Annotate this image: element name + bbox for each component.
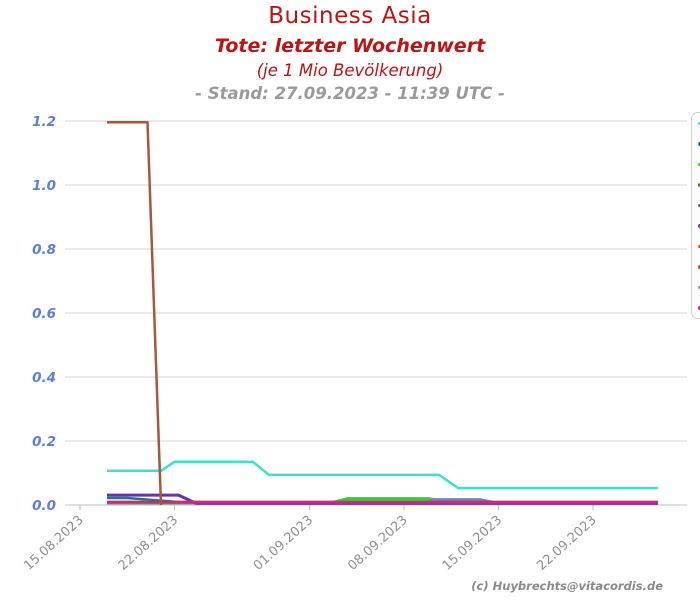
legend-entry[interactable] bbox=[698, 257, 700, 277]
x-axis-tick-label: 22.09.2023 bbox=[534, 513, 599, 574]
legend-entry[interactable] bbox=[698, 277, 700, 297]
x-axis-tick-label: 15.08.2023 bbox=[21, 513, 86, 574]
series-line-sienna bbox=[107, 121, 163, 506]
chart-subtitle: Tote: letzter Wochenwert bbox=[214, 35, 486, 57]
legend-box bbox=[691, 112, 700, 319]
legend-entry[interactable] bbox=[698, 113, 700, 133]
legend-entry[interactable] bbox=[698, 195, 700, 215]
series-line-turquoise bbox=[107, 460, 658, 490]
y-axis-tick-label: 1.0 bbox=[32, 178, 56, 194]
legend-swatch-icon bbox=[698, 183, 700, 187]
y-axis-tick-label: 0.0 bbox=[32, 498, 56, 514]
page-title: Business Asia bbox=[268, 3, 432, 29]
y-axis-tick-label: 1.2 bbox=[32, 114, 56, 130]
x-axis-tick-label: 15.09.2023 bbox=[440, 513, 505, 574]
legend-entry[interactable] bbox=[698, 134, 700, 154]
footer-credit: (c) Huybrechts@vitacordis.de bbox=[471, 579, 663, 593]
legend-entry[interactable] bbox=[698, 154, 700, 174]
chart-header: Business Asia Tote: letzter Wochenwert (… bbox=[0, 0, 700, 103]
x-axis-tick-label: 22.08.2023 bbox=[116, 513, 181, 574]
y-axis-tick-label: 0.8 bbox=[32, 242, 56, 258]
legend-swatch-icon bbox=[698, 121, 700, 125]
x-axis-tick-label: 08.09.2023 bbox=[345, 513, 410, 574]
legend-swatch-icon bbox=[698, 142, 700, 146]
legend-swatch-icon bbox=[698, 203, 700, 207]
legend-entry[interactable] bbox=[698, 216, 700, 236]
x-axis-tick-label: 01.09.2023 bbox=[251, 513, 316, 574]
y-axis-tick-label: 0.4 bbox=[32, 370, 56, 386]
legend-entry[interactable] bbox=[698, 175, 700, 195]
legend-swatch-icon bbox=[698, 306, 700, 310]
unit-note: (je 1 Mio Bevölkerung) bbox=[256, 61, 444, 80]
legend-entry[interactable] bbox=[698, 236, 700, 256]
legend-swatch-icon bbox=[698, 265, 700, 269]
stand-timestamp: - Stand: 27.09.2023 - 11:39 UTC - bbox=[195, 84, 505, 103]
y-axis-tick-label: 0.6 bbox=[32, 306, 56, 322]
y-axis-tick-label: 0.2 bbox=[32, 434, 56, 450]
legend-swatch-icon bbox=[698, 285, 700, 289]
legend-entry[interactable] bbox=[698, 298, 700, 318]
legend-swatch-icon bbox=[698, 244, 700, 248]
legend-swatch-icon bbox=[698, 224, 700, 228]
legend-swatch-icon bbox=[698, 162, 700, 166]
